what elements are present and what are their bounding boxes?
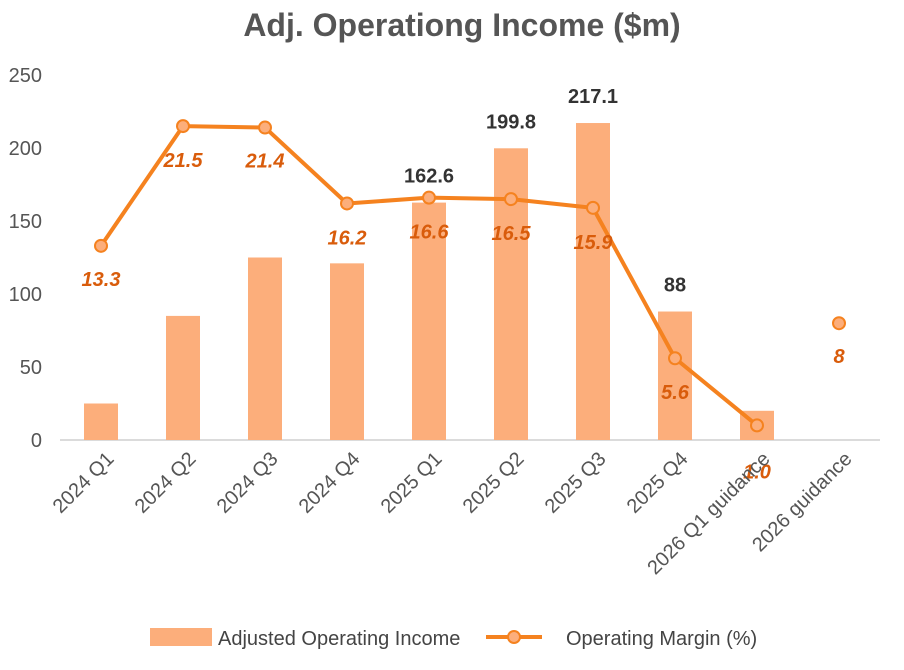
bar	[248, 257, 282, 440]
margin-value-label: 16.2	[328, 227, 367, 249]
x-tick-label: 2025 Q1	[377, 448, 447, 518]
bar-value-label: 162.6	[404, 166, 454, 188]
margin-value-label: 1.0	[743, 461, 771, 483]
x-tick-label: 2025 Q3	[541, 448, 611, 518]
x-axis: 2024 Q1 2024 Q2 2024 Q3 2024 Q4 2025 Q1 2025 …	[49, 448, 857, 579]
x-tick-label: 2024 Q2	[131, 448, 201, 518]
bar	[576, 123, 610, 440]
bar-series	[84, 123, 774, 441]
bar	[84, 403, 118, 440]
bar-value-label: 88	[664, 275, 686, 297]
bar	[412, 202, 446, 440]
legend-line-marker	[507, 630, 521, 644]
margin-point	[258, 120, 272, 135]
y-axis: 0 50 100 150 200 250	[9, 65, 42, 452]
x-tick-label: 2025 Q2	[459, 448, 529, 518]
margin-value-label: 16.5	[492, 223, 532, 245]
margin-value-label: 13.3	[82, 269, 121, 291]
margin-point	[504, 192, 518, 207]
legend: Adjusted Operating Income Operating Marg…	[150, 628, 757, 650]
x-tick-label: 2024 Q1	[49, 448, 119, 518]
bar	[330, 263, 364, 440]
y-tick-label: 100	[9, 284, 42, 306]
x-tick-label: 2024 Q4	[295, 448, 365, 518]
margin-point	[586, 200, 600, 215]
legend-line-label: Operating Margin (%)	[566, 628, 757, 650]
margin-value-label: 21.5	[163, 150, 204, 172]
margin-point	[94, 238, 108, 253]
y-tick-label: 150	[9, 211, 42, 233]
bar	[166, 315, 200, 440]
y-tick-label: 200	[9, 138, 42, 160]
x-tick-label: 2025 Q4	[623, 448, 693, 518]
margin-value-label: 21.4	[245, 151, 285, 173]
margin-point	[832, 316, 846, 331]
margin-value-label: 8	[833, 346, 845, 368]
margin-point	[340, 196, 354, 211]
margin-value-label: 15.9	[574, 232, 614, 254]
bar	[494, 148, 528, 441]
x-tick-label: 2024 Q3	[213, 448, 283, 518]
bar-labels: 162.6 199.8 217.1 88	[404, 86, 686, 296]
legend-bar-swatch	[150, 628, 212, 646]
margin-value-label: 16.6	[410, 222, 450, 244]
margin-point	[668, 351, 682, 366]
margin-value-label: 5.6	[661, 382, 690, 404]
y-tick-label: 250	[9, 65, 42, 87]
bar-value-label: 199.8	[486, 111, 536, 133]
margin-point	[750, 418, 764, 433]
bar-value-label: 217.1	[568, 86, 618, 108]
margin-point	[176, 119, 190, 134]
line-series	[94, 119, 846, 433]
legend-bar-label: Adjusted Operating Income	[218, 628, 460, 650]
bar	[658, 311, 692, 440]
margin-point	[422, 190, 436, 205]
line-labels: 13.3 21.5 21.4 16.2 16.6 16.5 15.9 5.6 1.0 8	[82, 150, 846, 483]
y-tick-label: 50	[20, 357, 42, 379]
y-tick-label: 0	[31, 430, 42, 452]
chart-title: Adj. Operationg Income ($m)	[243, 7, 680, 43]
